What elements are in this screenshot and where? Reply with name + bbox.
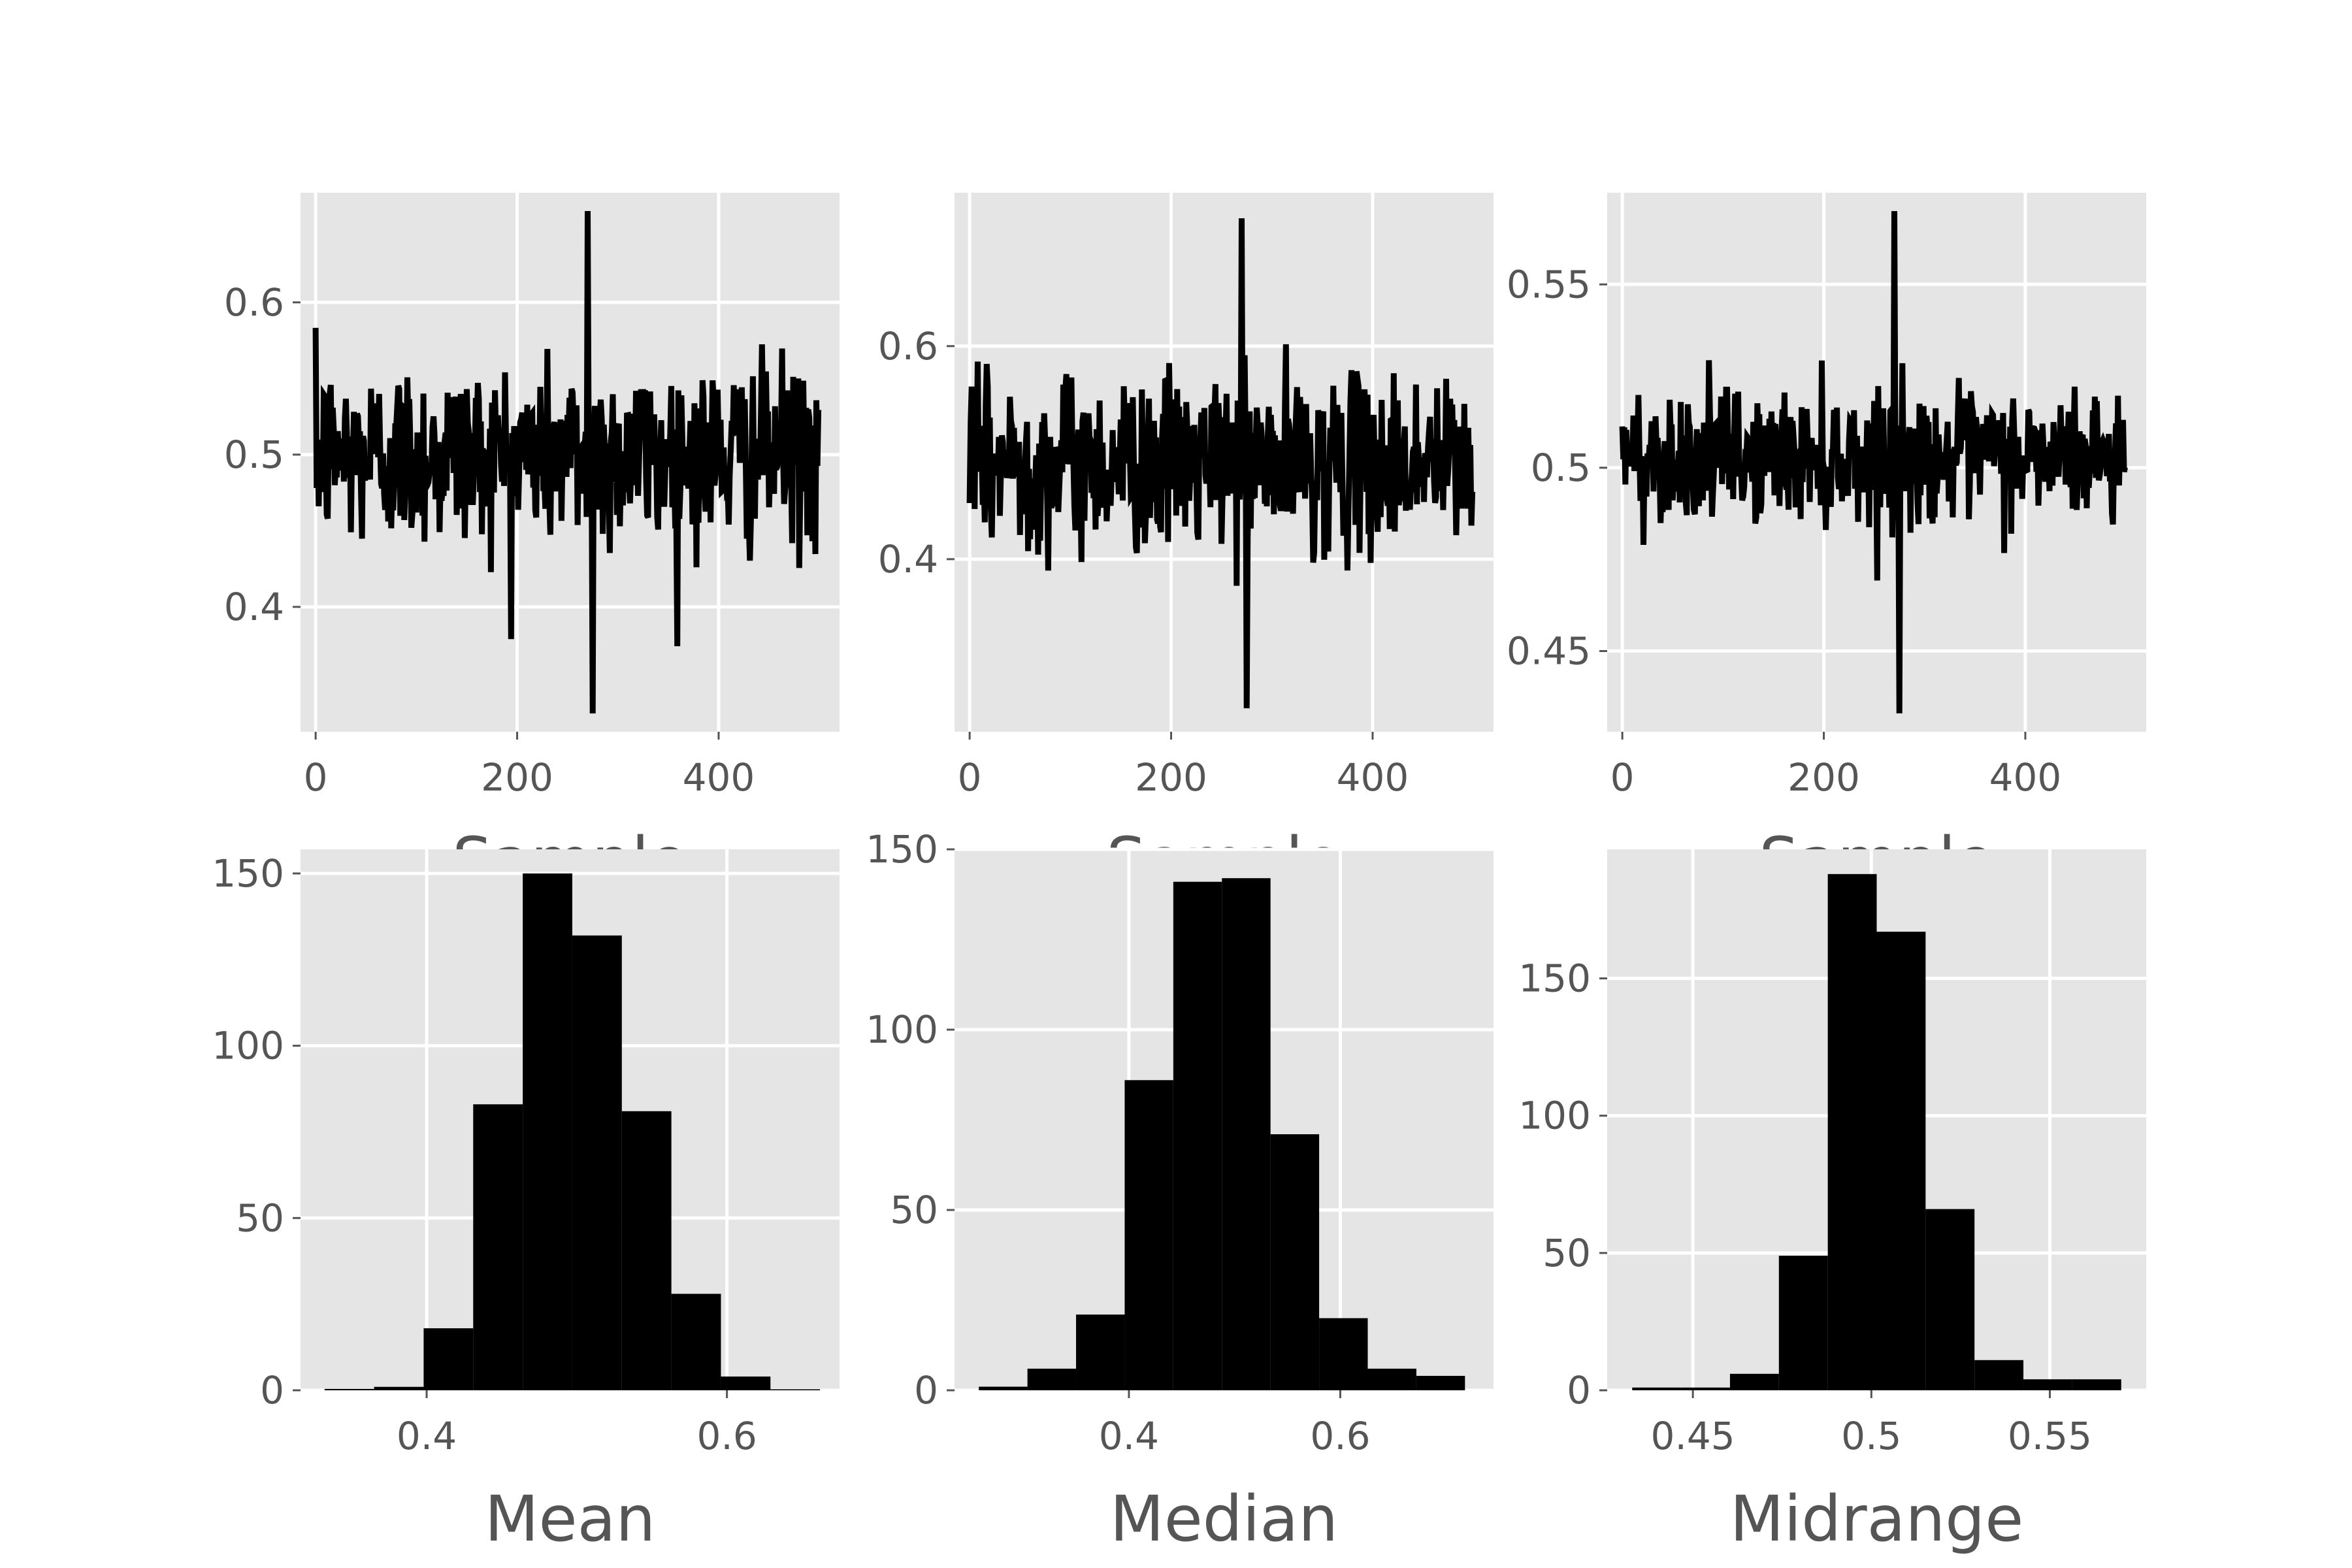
x-tick-label: 0 [958, 755, 982, 800]
y-tick-label: 0.45 [1507, 629, 1591, 674]
x-tick-label: 400 [683, 755, 755, 800]
y-tick-label: 0.5 [1531, 446, 1591, 490]
histogram-bar [1270, 1134, 1320, 1390]
series-line [312, 210, 822, 714]
histogram-bar [1027, 1368, 1077, 1390]
y-tick-label: 0.5 [224, 433, 284, 477]
histogram-bar [1222, 878, 1271, 1390]
x-axis-label: Mean [485, 1482, 656, 1556]
histogram-bar [1367, 1368, 1416, 1390]
histogram-bar [621, 1111, 672, 1390]
x-axis-label: Median [1110, 1482, 1338, 1556]
histogram-bar [721, 1376, 771, 1390]
y-tick-label: 0 [1567, 1368, 1591, 1413]
histogram-bar [1124, 1080, 1173, 1390]
y-tick-label: 50 [890, 1188, 938, 1232]
histogram-bar [423, 1328, 474, 1390]
x-tick-label: 200 [1788, 755, 1860, 800]
histogram-bar [1681, 1387, 1730, 1390]
histogram-bar [1076, 1315, 1125, 1390]
x-tick-label: 0.5 [1841, 1414, 1901, 1458]
histogram-bar [1632, 1387, 1682, 1390]
y-tick-label: 100 [212, 1024, 284, 1068]
x-tick-label: 400 [1337, 755, 1409, 800]
x-tick-label: 0 [1610, 755, 1635, 800]
histogram-bar [2023, 1379, 2072, 1390]
histogram-bar [523, 873, 572, 1390]
x-tick-label: 200 [1135, 755, 1207, 800]
x-tick-label: 0.6 [1310, 1414, 1370, 1458]
histogram-bar [473, 1104, 523, 1390]
panel-5: 0.4 0.6 0 50 100 150 Median [866, 827, 1494, 1556]
x-tick-label: 0.4 [397, 1414, 457, 1458]
y-tick-label: 150 [1518, 956, 1591, 1001]
y-tick-label: 0.4 [224, 585, 284, 629]
y-tick-label: 0 [914, 1368, 938, 1413]
histogram-bar [1416, 1375, 1465, 1390]
y-tick-label: 0.4 [878, 537, 938, 581]
histogram-bar [770, 1389, 821, 1390]
histogram-bar [1173, 881, 1222, 1390]
y-tick-label: 50 [1543, 1231, 1591, 1275]
x-tick-label: 200 [481, 755, 553, 800]
x-tick-label: 0.45 [1651, 1414, 1735, 1458]
histogram-bar [572, 935, 622, 1390]
panel-4: 0.4 0.6 0 50 100 150 Mean [212, 849, 840, 1556]
y-tick-label: 150 [866, 827, 938, 872]
x-tick-label: 0 [304, 755, 328, 800]
x-tick-label: 0.55 [2008, 1414, 2092, 1458]
y-tick-label: 150 [212, 851, 284, 896]
x-tick-label: 0.6 [697, 1414, 757, 1458]
histogram-bar [979, 1386, 1028, 1390]
panel-6: 0.45 0.5 0.55 0 50 100 150 Midrange [1518, 849, 2146, 1556]
histogram-bar [1827, 874, 1877, 1390]
y-tick-label: 0.55 [1507, 262, 1591, 306]
x-tick-label: 400 [1989, 755, 2062, 800]
y-tick-label: 100 [1518, 1094, 1591, 1138]
histogram-bar [1778, 1256, 1828, 1390]
histogram-bar [1925, 1209, 1975, 1390]
histogram-bar [374, 1386, 424, 1390]
histogram-bar [324, 1388, 374, 1390]
histogram-bar [1876, 932, 1926, 1390]
histogram-bar [1319, 1318, 1368, 1390]
histogram-bar [2072, 1379, 2121, 1390]
y-tick-label: 0.6 [224, 280, 284, 325]
x-axis-label: Midrange [1730, 1482, 2024, 1556]
series-line [966, 218, 1476, 709]
y-tick-label: 0.6 [878, 324, 938, 368]
y-tick-label: 50 [236, 1196, 284, 1240]
x-tick-label: 0.4 [1099, 1414, 1159, 1458]
histogram-bar [1974, 1360, 2024, 1390]
series-line [1619, 211, 2128, 713]
y-tick-label: 0 [260, 1368, 284, 1413]
histogram-bar [1729, 1373, 1779, 1390]
histogram-bar [671, 1294, 721, 1390]
y-tick-label: 100 [866, 1007, 938, 1052]
